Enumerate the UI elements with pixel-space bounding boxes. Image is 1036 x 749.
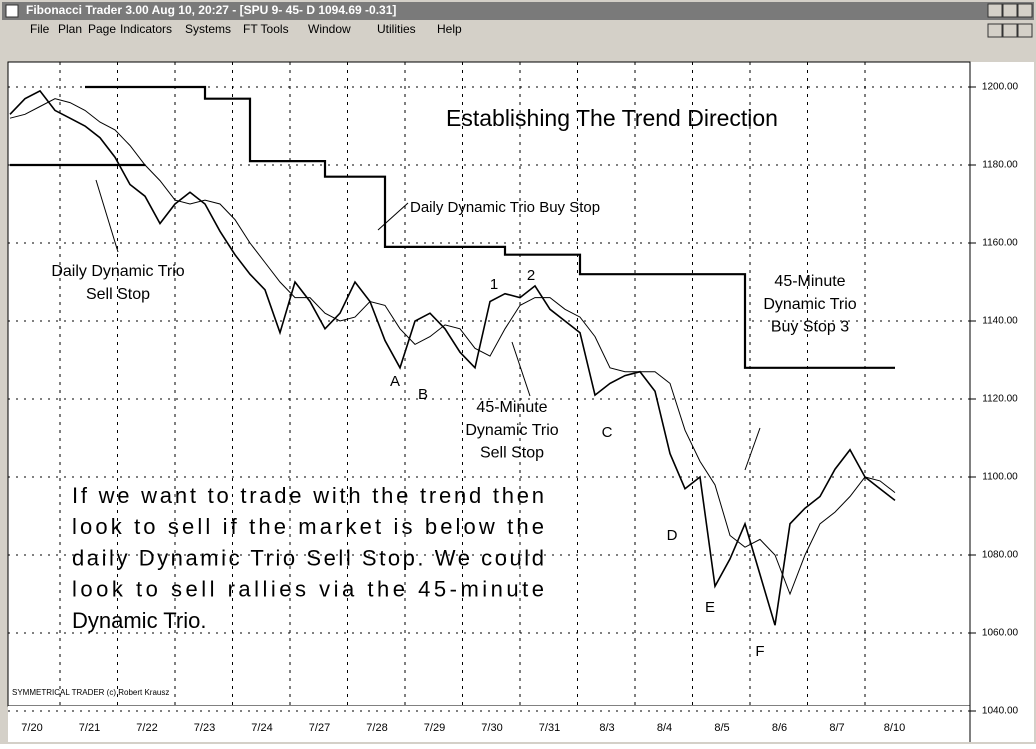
x-tick-label: 7/29 bbox=[424, 722, 445, 734]
plot-area bbox=[7, 61, 971, 707]
annotation: 45-Minute bbox=[476, 399, 547, 416]
window-controls bbox=[987, 3, 1033, 38]
annotation: Dynamic Trio bbox=[465, 422, 558, 439]
annotation: Dynamic Trio. bbox=[72, 608, 206, 633]
y-tick-label: 1160.00 bbox=[982, 238, 1018, 249]
pointer bbox=[744, 427, 761, 471]
annotation: If we want to trade with the trend then bbox=[72, 483, 544, 508]
y-tick-label: 1080.00 bbox=[982, 550, 1019, 561]
menu-item[interactable]: Plan bbox=[58, 22, 82, 36]
y-tick-label: 1180.00 bbox=[982, 160, 1018, 171]
x-axis-area bbox=[8, 706, 970, 742]
x-tick-label: 7/31 bbox=[539, 722, 560, 734]
menu-item[interactable]: Page bbox=[88, 22, 116, 36]
x-tick-label: 7/21 bbox=[79, 722, 100, 734]
annotation-pointers bbox=[95, 179, 761, 471]
max-button[interactable] bbox=[1002, 23, 1018, 38]
annotation: F bbox=[755, 643, 764, 660]
x-tick-label: 8/4 bbox=[657, 722, 672, 734]
close-button[interactable] bbox=[1017, 23, 1033, 38]
close-button[interactable] bbox=[1017, 3, 1033, 18]
y-tick-label: 1120.00 bbox=[982, 394, 1018, 405]
annotation: B bbox=[418, 386, 428, 403]
window-title: Fibonacci Trader 3.00 Aug 10, 20:27 - [S… bbox=[26, 3, 396, 17]
annotation: 45-Minute bbox=[774, 273, 845, 290]
series-line bbox=[85, 85, 895, 369]
y-tick-label: 1200.00 bbox=[982, 82, 1019, 93]
menu-item[interactable]: Window bbox=[308, 22, 351, 36]
annotation: A bbox=[390, 373, 400, 390]
chart-title: Establishing The Trend Direction bbox=[446, 105, 778, 131]
annotation: Sell Stop bbox=[480, 445, 544, 462]
menu-item[interactable]: Systems bbox=[185, 22, 231, 36]
pointer bbox=[377, 202, 409, 231]
menu-item[interactable]: Help bbox=[437, 22, 462, 36]
annotation: Sell Stop bbox=[86, 286, 150, 303]
annotation: D bbox=[667, 527, 678, 544]
x-tick-label: 7/20 bbox=[21, 722, 42, 734]
x-tick-label: 7/27 bbox=[309, 722, 330, 734]
menu-item[interactable]: Indicators bbox=[120, 22, 172, 36]
x-tick-label: 8/5 bbox=[714, 722, 729, 734]
pointer bbox=[95, 179, 119, 253]
series-line bbox=[9, 98, 896, 596]
min-button[interactable] bbox=[987, 3, 1003, 18]
y-tick-label: 1140.00 bbox=[982, 316, 1018, 327]
min-button[interactable] bbox=[987, 23, 1003, 38]
y-axis-area bbox=[970, 62, 1034, 742]
x-tick-label: 8/10 bbox=[884, 722, 905, 734]
annotation: look to sell if the market is below the bbox=[72, 514, 544, 539]
annotation: 2 bbox=[527, 267, 535, 284]
annotation: Daily Dynamic Trio Buy Stop bbox=[410, 199, 600, 216]
menu-item[interactable]: Utilities bbox=[377, 22, 416, 36]
menu-item[interactable]: FT Tools bbox=[243, 22, 289, 36]
annotation: SYMMETRICAL TRADER (c) Robert Krausz bbox=[12, 688, 169, 697]
x-tick-label: 7/23 bbox=[194, 722, 215, 734]
x-tick-label: 7/30 bbox=[481, 722, 502, 734]
y-tick-label: 1060.00 bbox=[982, 628, 1019, 639]
x-tick-label: 8/7 bbox=[829, 722, 844, 734]
series-line bbox=[9, 89, 896, 626]
x-tick-label: 7/24 bbox=[251, 722, 272, 734]
annotation: 1 bbox=[490, 276, 498, 293]
x-tick-label: 8/3 bbox=[599, 722, 614, 734]
annotation: E bbox=[705, 599, 715, 616]
menu-bar: File Plan Page Indicators Systems FT Tools Win… bbox=[30, 22, 462, 36]
annotation: C bbox=[602, 424, 613, 441]
annotation: daily Dynamic Trio Sell Stop. We could bbox=[72, 545, 544, 570]
x-tick-label: 7/22 bbox=[136, 722, 157, 734]
title-bar bbox=[2, 2, 1034, 20]
x-tick-label: 8/6 bbox=[772, 722, 787, 734]
pointer bbox=[511, 341, 531, 397]
annotation: Dynamic Trio bbox=[763, 296, 856, 313]
annotation: Buy Stop 3 bbox=[771, 319, 849, 336]
annotation: Daily Dynamic Trio bbox=[51, 263, 184, 280]
app-icon bbox=[5, 4, 19, 18]
x-tick-label: 7/28 bbox=[366, 722, 387, 734]
y-tick-label: 1100.00 bbox=[982, 472, 1018, 483]
y-tick-label: 1040.00 bbox=[982, 706, 1019, 717]
menu-item[interactable]: File bbox=[30, 22, 50, 36]
max-button[interactable] bbox=[1002, 3, 1018, 18]
